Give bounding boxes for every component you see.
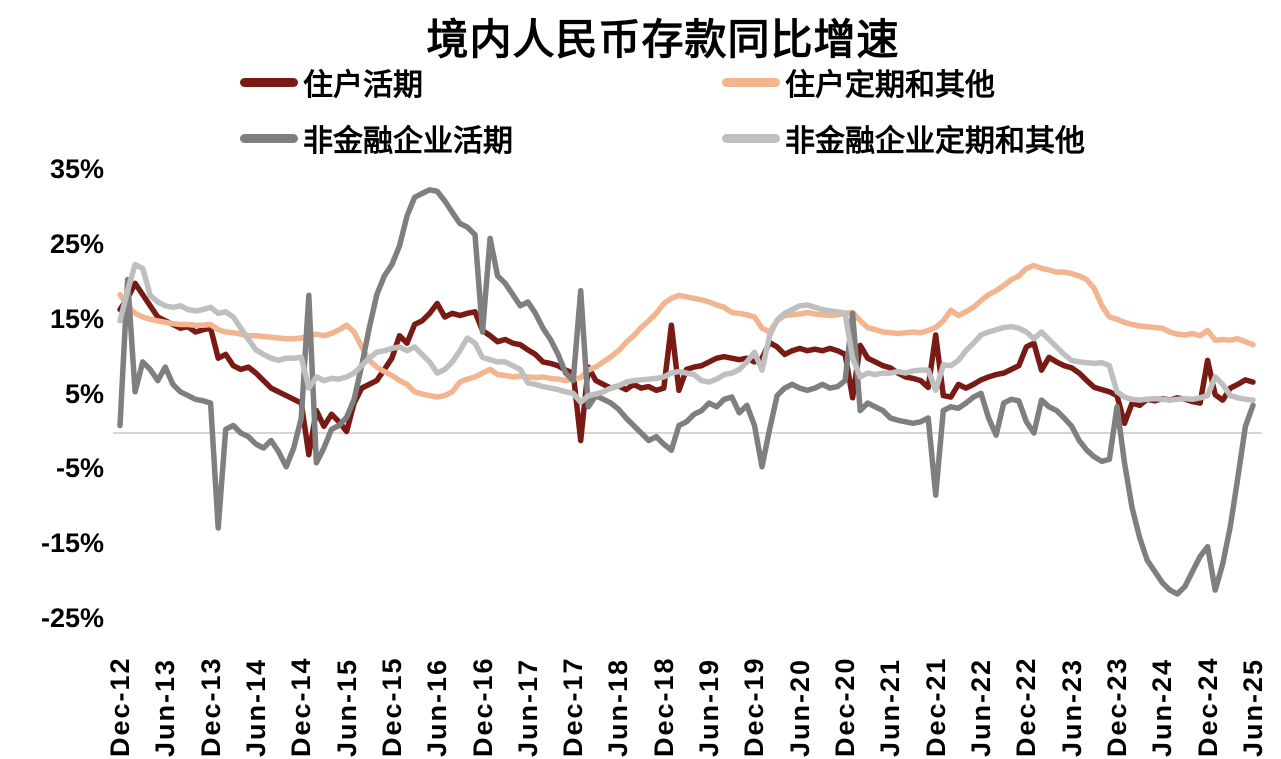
legend-item-corporate-demand: 非金融企业活期	[240, 120, 513, 158]
x-axis-tick-label: Dec-15	[376, 656, 407, 757]
legend-swatch-corporate-demand	[240, 133, 298, 143]
x-axis-tick-label: Dec-13	[195, 656, 226, 757]
y-axis-tick-label: -25%	[40, 603, 104, 634]
legend-item-corporate-time: 非金融企业定期和其他	[722, 120, 1085, 158]
x-axis-tick-label: Jun-15	[331, 657, 362, 757]
x-axis-tick-label: Jun-19	[694, 657, 725, 757]
x-axis-tick-label: Dec-12	[105, 656, 135, 757]
x-axis-tick-label: Jun-22	[966, 657, 997, 757]
y-axis-tick-label: 25%	[49, 228, 104, 259]
legend-swatch-corporate-time	[722, 133, 780, 143]
x-axis-tick-label: Dec-16	[467, 656, 498, 757]
legend-item-household-time: 住户定期和其他	[722, 64, 995, 102]
x-axis-tick-label: Dec-19	[739, 656, 770, 757]
legend-label: 非金融企业活期	[303, 125, 513, 158]
y-axis-tick-label: 5%	[64, 378, 104, 409]
legend-swatch-household-demand	[240, 77, 298, 87]
legend-swatch-household-time	[722, 77, 780, 87]
x-axis-tick-label: Dec-21	[920, 656, 951, 757]
x-axis-tick-label: Jun-23	[1056, 657, 1087, 757]
x-axis-tick-label: Jun-16	[422, 657, 453, 757]
x-axis-tick-label: Jun-21	[875, 657, 906, 757]
chart-title: 境内人民币存款同比增速	[426, 16, 900, 63]
y-axis-tick-label: 15%	[49, 303, 104, 334]
y-axis-tick-label: 35%	[49, 154, 104, 185]
x-axis-tick-label: Dec-17	[558, 656, 589, 757]
x-axis-tick-label: Dec-22	[1011, 656, 1042, 757]
x-axis-tick-label: Dec-20	[830, 656, 861, 757]
x-axis-tick-label: Jun-17	[512, 657, 543, 757]
series-line-2	[117, 187, 1256, 597]
x-axis-tick-label: Jun-14	[240, 657, 271, 757]
legend-label: 住户活期	[303, 69, 423, 102]
x-axis-tick-label: Jun-25	[1237, 657, 1268, 757]
x-axis-tick-label: Jun-24	[1147, 657, 1178, 757]
x-axis-tick-label: Dec-18	[648, 656, 679, 757]
series-line-3	[117, 261, 1256, 406]
y-axis-tick-label: -5%	[55, 453, 104, 484]
series-line-0	[117, 280, 1256, 458]
x-axis-tick-label: Jun-20	[784, 657, 815, 757]
x-axis-tick-label: Jun-13	[150, 657, 181, 757]
x-axis-tick-label: Dec-23	[1101, 656, 1132, 757]
x-axis-tick-label: Dec-24	[1192, 656, 1223, 757]
x-axis-tick-label: Jun-18	[603, 657, 634, 757]
legend-label: 住户定期和其他	[785, 69, 995, 102]
legend-item-household-demand: 住户活期	[240, 64, 423, 102]
x-axis-tick-label: Dec-14	[286, 656, 317, 757]
legend-label: 非金融企业定期和其他	[785, 125, 1085, 158]
y-axis-tick-label: -15%	[40, 528, 104, 559]
